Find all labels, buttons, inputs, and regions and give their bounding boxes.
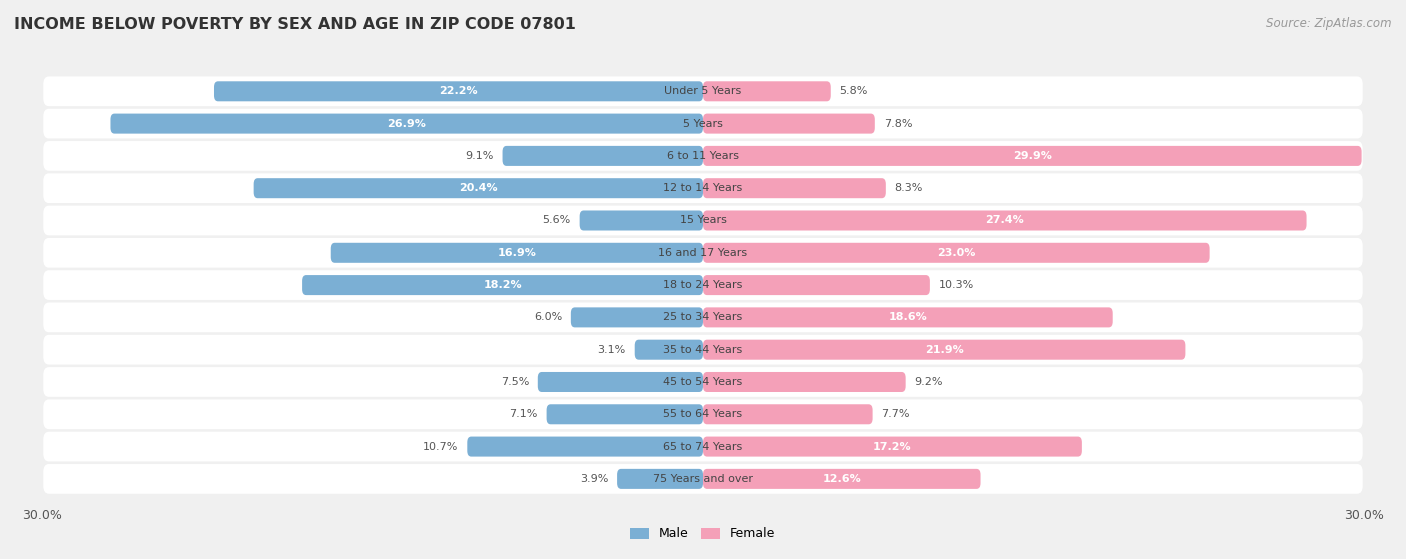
Text: 15 Years: 15 Years	[679, 215, 727, 225]
FancyBboxPatch shape	[44, 141, 1362, 170]
FancyBboxPatch shape	[703, 211, 1306, 230]
Legend: Male, Female: Male, Female	[630, 528, 776, 541]
FancyBboxPatch shape	[44, 109, 1362, 139]
FancyBboxPatch shape	[44, 400, 1362, 429]
Text: 5.8%: 5.8%	[839, 86, 868, 96]
Text: 45 to 54 Years: 45 to 54 Years	[664, 377, 742, 387]
Text: 23.0%: 23.0%	[938, 248, 976, 258]
FancyBboxPatch shape	[253, 178, 703, 198]
Text: 25 to 34 Years: 25 to 34 Years	[664, 312, 742, 323]
Text: 7.5%: 7.5%	[501, 377, 529, 387]
FancyBboxPatch shape	[44, 270, 1362, 300]
Text: 16.9%: 16.9%	[498, 248, 536, 258]
Text: 3.1%: 3.1%	[598, 345, 626, 355]
Text: 3.9%: 3.9%	[579, 474, 609, 484]
Text: 9.1%: 9.1%	[465, 151, 494, 161]
Text: 35 to 44 Years: 35 to 44 Years	[664, 345, 742, 355]
Text: INCOME BELOW POVERTY BY SEX AND AGE IN ZIP CODE 07801: INCOME BELOW POVERTY BY SEX AND AGE IN Z…	[14, 17, 576, 32]
FancyBboxPatch shape	[111, 113, 703, 134]
FancyBboxPatch shape	[703, 372, 905, 392]
FancyBboxPatch shape	[502, 146, 703, 166]
FancyBboxPatch shape	[703, 146, 1361, 166]
Text: 12 to 14 Years: 12 to 14 Years	[664, 183, 742, 193]
FancyBboxPatch shape	[703, 275, 929, 295]
Text: 27.4%: 27.4%	[986, 215, 1024, 225]
Text: 18 to 24 Years: 18 to 24 Years	[664, 280, 742, 290]
Text: 8.3%: 8.3%	[894, 183, 922, 193]
Text: 22.2%: 22.2%	[439, 86, 478, 96]
Text: 6 to 11 Years: 6 to 11 Years	[666, 151, 740, 161]
Text: 17.2%: 17.2%	[873, 442, 911, 452]
Text: 12.6%: 12.6%	[823, 474, 860, 484]
Text: 7.7%: 7.7%	[882, 409, 910, 419]
FancyBboxPatch shape	[703, 307, 1112, 328]
Text: 16 and 17 Years: 16 and 17 Years	[658, 248, 748, 258]
FancyBboxPatch shape	[634, 340, 703, 359]
Text: 7.8%: 7.8%	[883, 119, 912, 129]
FancyBboxPatch shape	[547, 404, 703, 424]
FancyBboxPatch shape	[617, 469, 703, 489]
FancyBboxPatch shape	[44, 238, 1362, 268]
FancyBboxPatch shape	[214, 81, 703, 101]
Text: 55 to 64 Years: 55 to 64 Years	[664, 409, 742, 419]
FancyBboxPatch shape	[467, 437, 703, 457]
Text: 5.6%: 5.6%	[543, 215, 571, 225]
FancyBboxPatch shape	[44, 206, 1362, 235]
FancyBboxPatch shape	[44, 173, 1362, 203]
Text: 6.0%: 6.0%	[534, 312, 562, 323]
Text: 10.3%: 10.3%	[939, 280, 974, 290]
Text: Source: ZipAtlas.com: Source: ZipAtlas.com	[1267, 17, 1392, 30]
Text: 10.7%: 10.7%	[423, 442, 458, 452]
FancyBboxPatch shape	[703, 340, 1185, 359]
Text: 21.9%: 21.9%	[925, 345, 963, 355]
FancyBboxPatch shape	[579, 211, 703, 230]
FancyBboxPatch shape	[703, 404, 873, 424]
Text: 75 Years and over: 75 Years and over	[652, 474, 754, 484]
FancyBboxPatch shape	[330, 243, 703, 263]
Text: 29.9%: 29.9%	[1012, 151, 1052, 161]
Text: 5 Years: 5 Years	[683, 119, 723, 129]
FancyBboxPatch shape	[703, 243, 1209, 263]
FancyBboxPatch shape	[44, 302, 1362, 332]
FancyBboxPatch shape	[571, 307, 703, 328]
FancyBboxPatch shape	[44, 77, 1362, 106]
FancyBboxPatch shape	[44, 432, 1362, 461]
FancyBboxPatch shape	[703, 469, 980, 489]
Text: 9.2%: 9.2%	[914, 377, 943, 387]
Text: 18.6%: 18.6%	[889, 312, 927, 323]
Text: 26.9%: 26.9%	[387, 119, 426, 129]
Text: Under 5 Years: Under 5 Years	[665, 86, 741, 96]
FancyBboxPatch shape	[44, 464, 1362, 494]
FancyBboxPatch shape	[44, 367, 1362, 397]
FancyBboxPatch shape	[703, 113, 875, 134]
FancyBboxPatch shape	[703, 178, 886, 198]
Text: 65 to 74 Years: 65 to 74 Years	[664, 442, 742, 452]
Text: 7.1%: 7.1%	[509, 409, 537, 419]
FancyBboxPatch shape	[703, 437, 1081, 457]
FancyBboxPatch shape	[703, 81, 831, 101]
FancyBboxPatch shape	[302, 275, 703, 295]
FancyBboxPatch shape	[44, 335, 1362, 364]
Text: 18.2%: 18.2%	[484, 280, 522, 290]
Text: 20.4%: 20.4%	[458, 183, 498, 193]
FancyBboxPatch shape	[537, 372, 703, 392]
